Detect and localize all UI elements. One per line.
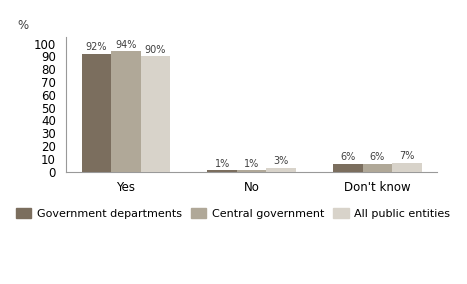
Bar bbox=[333, 164, 362, 172]
Bar bbox=[237, 170, 266, 172]
Text: 90%: 90% bbox=[145, 45, 166, 55]
Bar bbox=[207, 170, 237, 172]
Text: 6%: 6% bbox=[370, 152, 385, 162]
Bar bbox=[141, 57, 170, 172]
Text: 1%: 1% bbox=[214, 159, 230, 169]
Bar bbox=[266, 168, 296, 172]
Bar bbox=[362, 164, 392, 172]
Text: 7%: 7% bbox=[399, 151, 415, 161]
Text: 1%: 1% bbox=[244, 159, 259, 169]
Text: 3%: 3% bbox=[274, 156, 289, 166]
Text: %: % bbox=[17, 19, 28, 32]
Bar bbox=[392, 162, 422, 172]
Legend: Government departments, Central government, All public entities: Government departments, Central governme… bbox=[11, 204, 455, 223]
Bar bbox=[82, 54, 111, 172]
Bar bbox=[111, 51, 141, 172]
Text: 92%: 92% bbox=[85, 42, 107, 52]
Text: 94%: 94% bbox=[115, 40, 136, 50]
Text: 6%: 6% bbox=[340, 152, 355, 162]
